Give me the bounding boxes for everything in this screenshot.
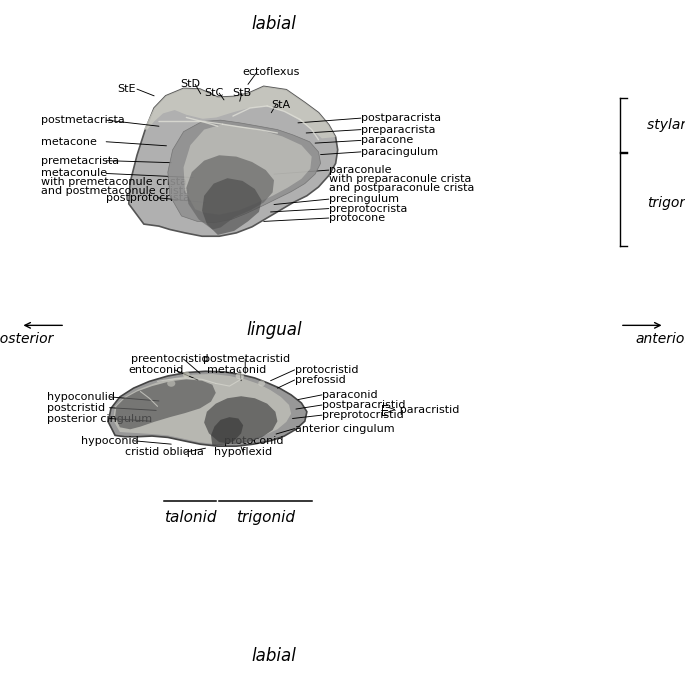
- Text: protocone: protocone: [329, 213, 385, 223]
- Text: labial: labial: [251, 647, 297, 665]
- Text: postparacristid: postparacristid: [322, 400, 406, 410]
- Text: postmetacrista: postmetacrista: [41, 115, 125, 125]
- Polygon shape: [168, 120, 321, 223]
- Polygon shape: [113, 374, 291, 444]
- Text: postprotocrista: postprotocrista: [106, 193, 190, 202]
- Ellipse shape: [236, 373, 244, 379]
- Text: preprotocrista: preprotocrista: [329, 204, 407, 213]
- Text: and postparaconule crista: and postparaconule crista: [329, 183, 474, 192]
- Polygon shape: [129, 86, 338, 236]
- Text: postparacrista: postparacrista: [361, 113, 441, 123]
- Text: trigon: trigon: [647, 196, 685, 209]
- Text: premetacrista: premetacrista: [41, 156, 119, 165]
- Text: paracone: paracone: [361, 136, 413, 145]
- Text: paraconid: paraconid: [322, 390, 377, 400]
- Text: postmetacristid: postmetacristid: [203, 354, 290, 364]
- Text: entoconid: entoconid: [129, 365, 184, 375]
- Text: preparacrista: preparacrista: [361, 125, 436, 134]
- Polygon shape: [144, 86, 336, 138]
- Text: talonid: talonid: [164, 510, 216, 524]
- Text: StB: StB: [232, 88, 251, 98]
- Text: trigonid: trigonid: [236, 510, 295, 524]
- Text: hypoconid: hypoconid: [81, 436, 138, 446]
- Text: StA: StA: [271, 100, 290, 109]
- Polygon shape: [211, 417, 243, 446]
- Ellipse shape: [183, 371, 190, 378]
- Polygon shape: [115, 379, 216, 429]
- Text: with preparaconule crista: with preparaconule crista: [329, 174, 471, 184]
- Text: > paracristid: > paracristid: [387, 406, 460, 415]
- Text: precingulum: precingulum: [329, 194, 399, 204]
- Text: posterior: posterior: [0, 332, 53, 346]
- Text: prefossid: prefossid: [295, 375, 345, 385]
- Text: protoconid: protoconid: [224, 436, 283, 446]
- Text: preprotocristid: preprotocristid: [322, 410, 403, 420]
- Text: protocristid: protocristid: [295, 365, 358, 375]
- Text: cristid obliqua: cristid obliqua: [125, 448, 204, 457]
- Polygon shape: [108, 371, 307, 446]
- Polygon shape: [202, 178, 262, 235]
- Text: StC: StC: [204, 88, 223, 98]
- Text: lingual: lingual: [246, 321, 302, 339]
- Text: stylar shelf: stylar shelf: [647, 118, 685, 132]
- Text: ectoflexus: ectoflexus: [242, 68, 299, 77]
- Ellipse shape: [258, 380, 265, 386]
- Text: paracingulum: paracingulum: [361, 147, 438, 157]
- Text: metaconule: metaconule: [41, 169, 108, 178]
- Text: labial: labial: [251, 15, 297, 32]
- Text: anterior: anterior: [636, 332, 685, 346]
- Text: with premetaconule crista: with premetaconule crista: [41, 178, 187, 187]
- Text: metacone: metacone: [41, 137, 97, 146]
- Text: preentocristid: preentocristid: [131, 354, 209, 364]
- Text: postcristid: postcristid: [47, 403, 105, 412]
- Polygon shape: [204, 396, 277, 444]
- Text: hypoconulid: hypoconulid: [47, 392, 114, 402]
- Polygon shape: [186, 155, 274, 230]
- Polygon shape: [184, 124, 312, 215]
- Text: paraconule: paraconule: [329, 165, 391, 175]
- Text: anterior cingulum: anterior cingulum: [295, 424, 394, 433]
- Text: metaconid: metaconid: [207, 365, 266, 375]
- Ellipse shape: [167, 380, 175, 387]
- Text: and postmetaconule crista: and postmetaconule crista: [41, 186, 190, 196]
- Text: StD: StD: [180, 80, 201, 89]
- Text: StE: StE: [117, 84, 136, 94]
- Text: posterior cingulum: posterior cingulum: [47, 414, 151, 423]
- Text: hypoflexid: hypoflexid: [214, 448, 272, 457]
